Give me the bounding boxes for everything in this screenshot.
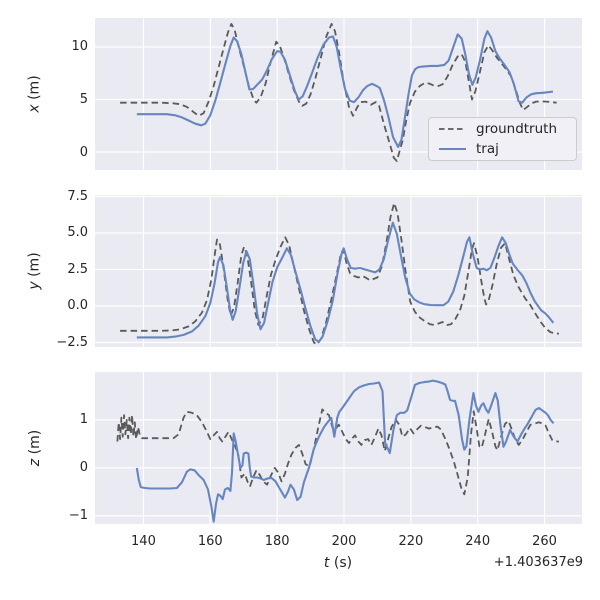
x-axis-offset-text: +1.403637e9 bbox=[493, 555, 583, 570]
legend-label: groundtruth bbox=[476, 121, 558, 137]
series-traj-line bbox=[135, 379, 555, 523]
y-tick-label: 0.0 bbox=[67, 298, 88, 314]
y-tick-label: 7.5 bbox=[67, 188, 88, 204]
y-axis-label-var: x bbox=[27, 104, 43, 113]
series-traj-line bbox=[136, 221, 555, 343]
series-groundtruth-line bbox=[116, 408, 559, 496]
y-tick-label: 1 bbox=[79, 412, 88, 428]
y-axis-label-unit: (m) bbox=[27, 429, 43, 455]
x-axis-label-var: t bbox=[323, 555, 330, 571]
dashed-line-icon bbox=[439, 128, 466, 130]
x-tick-label: 220 bbox=[398, 534, 424, 549]
subplot-x bbox=[95, 18, 582, 170]
y-axis-label-z: z (m) bbox=[24, 372, 46, 524]
y-tick-label: 5 bbox=[79, 92, 88, 107]
y-tick-label: 5.0 bbox=[67, 225, 88, 241]
y-tick-label: 0 bbox=[79, 144, 88, 160]
x-axis-label-unit: (s) bbox=[333, 555, 353, 571]
legend-entry-groundtruth: groundtruth bbox=[438, 120, 567, 138]
series-traj-line bbox=[136, 30, 554, 149]
y-tick-label: −2.5 bbox=[56, 334, 88, 350]
subplot-y bbox=[95, 195, 582, 347]
subplot-z bbox=[95, 372, 582, 524]
x-tick-label: 140 bbox=[131, 534, 156, 549]
legend-entry-traj: traj bbox=[438, 140, 567, 158]
x-axis-label: t (s) bbox=[238, 555, 438, 571]
axes-background bbox=[95, 372, 582, 524]
x-tick-label: 260 bbox=[532, 534, 557, 549]
x-tick-label: 240 bbox=[465, 534, 491, 549]
series-groundtruth-line bbox=[120, 23, 557, 162]
y-tick-label: 2.5 bbox=[67, 261, 88, 277]
y-axis-label-unit: (m) bbox=[27, 252, 43, 277]
y-tick-label: −1 bbox=[68, 508, 88, 524]
series-groundtruth-line bbox=[120, 202, 559, 346]
y-axis-label-var: y bbox=[27, 281, 43, 290]
y-axis-label-unit: (m) bbox=[27, 75, 43, 100]
legend-label: traj bbox=[476, 141, 499, 157]
y-tick-label: 0 bbox=[79, 460, 88, 476]
x-tick-label: 160 bbox=[197, 534, 223, 549]
y-tick-label: 10 bbox=[71, 39, 88, 55]
solid-line-icon bbox=[439, 148, 466, 150]
x-tick-label: 180 bbox=[264, 534, 290, 549]
legend: groundtruth traj bbox=[428, 117, 577, 161]
y-axis-label-var: z bbox=[27, 458, 43, 467]
x-tick-label: 200 bbox=[331, 534, 357, 549]
